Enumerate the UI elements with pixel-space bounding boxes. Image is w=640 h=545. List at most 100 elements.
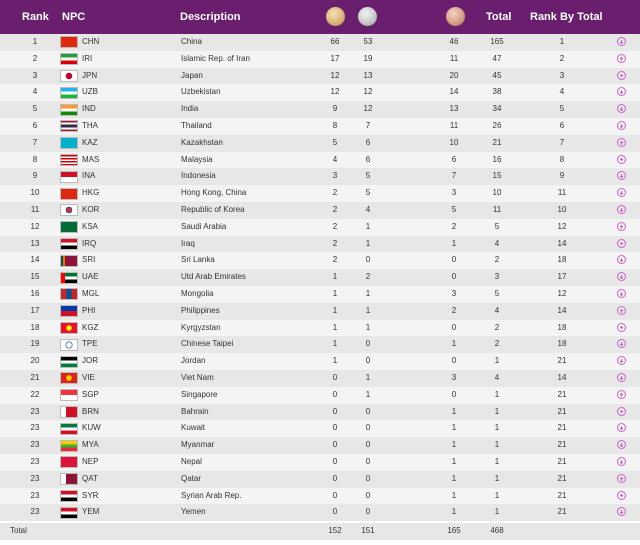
table-row: 23 MYA Myanmar 0 0 1 1 21 <box>0 437 640 454</box>
rank-cell: 6 <box>32 121 38 130</box>
rank-cell: 23 <box>30 507 40 517</box>
table-row: 19 TPE Chinese Taipei 1 0 1 2 18 <box>0 336 640 354</box>
total-count: 1 <box>494 406 500 416</box>
expand-plus-icon[interactable] <box>617 188 626 198</box>
table-row: 1 CHN China 66 53 46 165 1 <box>0 34 640 51</box>
expand-plus-icon[interactable] <box>617 373 626 382</box>
expand-plus-icon[interactable] <box>617 440 626 450</box>
expand-plus-icon[interactable] <box>617 255 626 265</box>
table-row: 8 MAS Malaysia 4 6 6 16 8 <box>0 151 640 169</box>
gold-medal-icon <box>326 7 345 26</box>
expand-plus-icon[interactable] <box>617 272 626 282</box>
total-count: 1 <box>494 473 500 483</box>
gold-count: 1 <box>332 305 338 315</box>
table-row: 23 NEP Nepal 0 0 1 1 21 <box>0 454 640 471</box>
silver-total: 151 <box>361 526 375 536</box>
rank-by-total-cell: 14 <box>557 373 567 382</box>
expand-plus-icon[interactable] <box>617 70 626 80</box>
country-description: Qatar <box>181 473 202 483</box>
table-row: 22 SGP Singapore 0 1 0 1 21 <box>0 386 640 404</box>
npc-code: SRI <box>82 255 96 265</box>
expand-plus-icon[interactable] <box>617 339 626 349</box>
npc-code: CHN <box>82 37 100 46</box>
expand-plus-icon[interactable] <box>617 87 626 97</box>
expand-plus-icon[interactable] <box>617 104 626 114</box>
expand-plus-icon[interactable] <box>617 457 626 466</box>
total-count: 4 <box>494 305 500 315</box>
silver-count: 53 <box>363 37 373 46</box>
rank-cell: 12 <box>30 221 40 231</box>
rank-by-total-cell: 21 <box>557 490 567 500</box>
country-description: Kyrgyzstan <box>181 322 221 332</box>
npc-code: KUW <box>82 423 101 433</box>
expand-plus-icon[interactable] <box>617 490 626 500</box>
total-count: 26 <box>492 121 502 130</box>
expand-plus-icon[interactable] <box>617 171 626 181</box>
expand-plus-icon[interactable] <box>617 322 626 332</box>
india-flag-icon <box>60 103 78 116</box>
expand-plus-icon[interactable] <box>617 53 626 63</box>
country-description: Saudi Arabia <box>181 221 227 231</box>
expand-plus-icon[interactable] <box>617 305 626 315</box>
expand-plus-icon[interactable] <box>617 221 626 231</box>
expand-plus-icon[interactable] <box>617 121 626 130</box>
country-description: Nepal <box>181 457 202 466</box>
expand-plus-icon[interactable] <box>617 423 626 433</box>
rank-cell: 17 <box>30 305 40 315</box>
table-row: 18 KGZ Kyrgyzstan 1 1 0 2 18 <box>0 319 640 337</box>
expand-plus-icon[interactable] <box>617 389 626 399</box>
rank-cell: 9 <box>32 171 38 181</box>
country-description: Singapore <box>181 389 218 399</box>
total-count: 1 <box>494 507 500 517</box>
npc-code: SYR <box>82 490 99 500</box>
rank-cell: 23 <box>30 406 40 416</box>
expand-plus-icon[interactable] <box>617 356 626 366</box>
rank-cell: 3 <box>32 70 38 80</box>
total-count: 2 <box>494 322 500 332</box>
rank-by-total-cell: 2 <box>559 53 565 63</box>
country-description: China <box>181 37 202 46</box>
qatar-flag-icon <box>60 473 78 486</box>
expand-plus-icon[interactable] <box>617 406 626 416</box>
table-row: 2 IRI Islamic Rep. of Iran 17 19 11 47 2 <box>0 50 640 68</box>
saudi-arabia-flag-icon <box>60 221 78 234</box>
silver-count: 13 <box>363 70 373 80</box>
gold-count: 0 <box>332 490 338 500</box>
bronze-count: 0 <box>451 356 457 366</box>
bronze-count: 11 <box>449 53 459 63</box>
jordan-flag-icon <box>60 355 78 368</box>
indonesia-flag-icon <box>60 170 78 183</box>
rank-cell: 23 <box>30 490 40 500</box>
expand-plus-icon[interactable] <box>617 507 626 517</box>
expand-plus-icon[interactable] <box>617 37 626 46</box>
npc-code: KAZ <box>82 137 98 147</box>
bronze-count: 6 <box>451 154 457 164</box>
gold-count: 0 <box>332 389 338 399</box>
silver-count: 6 <box>365 154 371 164</box>
total-count: 5 <box>494 221 500 231</box>
expand-plus-icon[interactable] <box>617 473 626 483</box>
table-row: 6 THA Thailand 8 7 11 26 6 <box>0 118 640 135</box>
bronze-count: 1 <box>451 473 457 483</box>
npc-code: VIE <box>82 373 95 382</box>
kyrgyzstan-flag-icon <box>60 321 78 334</box>
npc-header: NPC <box>62 11 86 23</box>
mongolia-flag-icon <box>60 288 78 301</box>
total-count: 10 <box>492 188 502 198</box>
country-description: Malaysia <box>181 154 213 164</box>
table-row: 7 KAZ Kazakhstan 5 6 10 21 7 <box>0 134 640 152</box>
expand-plus-icon[interactable] <box>617 205 626 214</box>
rank-cell: 5 <box>32 104 38 114</box>
expand-plus-icon[interactable] <box>617 154 626 164</box>
expand-plus-icon[interactable] <box>617 137 626 147</box>
expand-plus-icon[interactable] <box>617 238 626 248</box>
npc-code: UAE <box>82 272 99 282</box>
country-description: Thailand <box>181 121 212 130</box>
gold-count: 0 <box>332 440 338 450</box>
table-row: 23 SYR Syrian Arab Rep. 0 0 1 1 21 <box>0 487 640 505</box>
expand-plus-icon[interactable] <box>617 289 626 298</box>
rank-by-total-cell: 10 <box>557 205 567 214</box>
country-description: Yemen <box>181 507 206 517</box>
gold-count: 1 <box>332 322 338 332</box>
total-count: 3 <box>494 272 500 282</box>
